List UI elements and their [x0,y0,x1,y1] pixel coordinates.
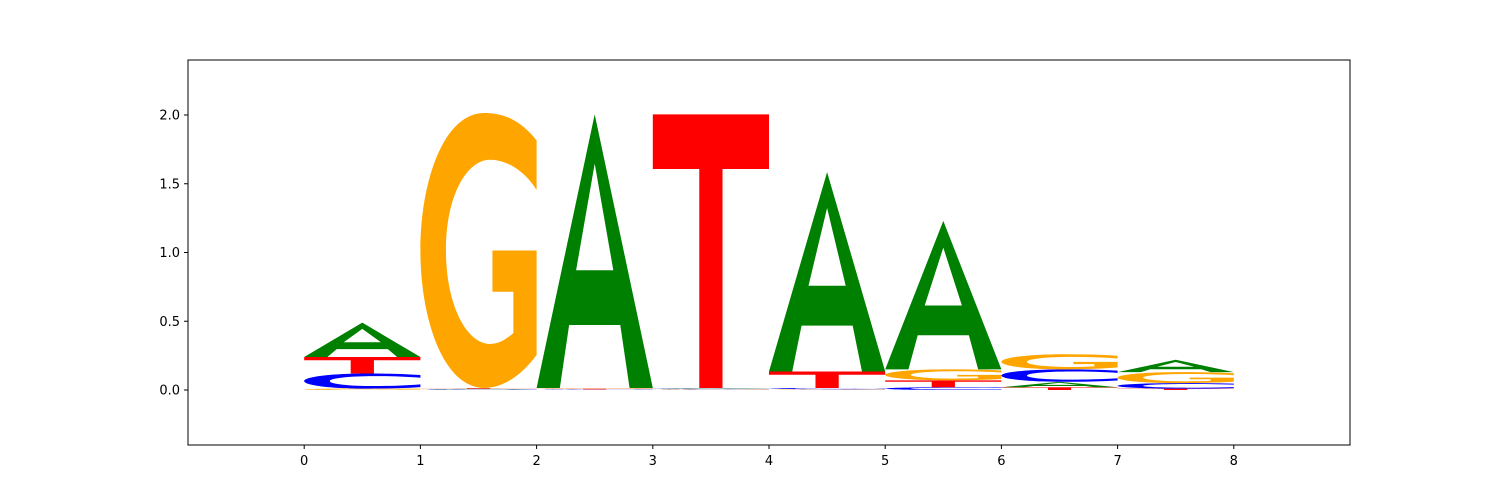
x-tick-label: 3 [649,454,657,469]
y-tick-label: 1.0 [159,246,180,261]
logo-letter-g-guanine [769,389,886,390]
logo-letter-g-guanine [536,387,653,389]
logo-letter-a-adenine [769,172,886,372]
logo-letter-a-adenine [420,388,537,390]
logo-letter-c-cytosine [1001,369,1118,382]
y-tick-label: 0.5 [159,315,180,330]
logo-letter-g-guanine [885,369,1002,381]
x-tick-label: 7 [1113,454,1121,469]
logo-letter-t-thymine [769,371,886,388]
logo-letter-g-guanine [1117,372,1234,384]
logo-letter-c-cytosine [885,387,1002,390]
logo-letter-g-guanine [304,388,421,390]
logo-letter-t-thymine [652,114,769,388]
logo-letter-c-cytosine [1117,383,1234,389]
x-tick-label: 0 [300,454,308,469]
y-tick-label: 1.5 [159,177,180,192]
logo-letter-c-cytosine [652,388,769,390]
x-tick-label: 8 [1230,454,1238,469]
logo-letter-g-guanine [1001,354,1118,370]
logo-letter-g-guanine [652,389,769,390]
logo-letter-a-adenine [1117,359,1234,373]
x-tick-label: 5 [881,454,889,469]
y-tick-label: 2.0 [159,109,180,124]
logo-letter-a-adenine [885,220,1002,370]
logo-stacks [304,112,1234,390]
y-tick-label: 0.0 [159,384,180,399]
logo-letter-t-thymine [1001,387,1118,390]
logo-letter-t-thymine [1117,388,1234,390]
logo-letter-t-thymine [536,388,653,390]
logo-letter-t-thymine [885,380,1002,388]
logo-letter-c-cytosine [536,389,653,390]
logo-letter-a-adenine [536,114,653,388]
logo-letter-c-cytosine [420,389,537,390]
x-tick-label: 6 [997,454,1005,469]
logo-letter-t-thymine [304,357,421,374]
logo-letter-a-adenine [1001,381,1118,388]
logo-letter-c-cytosine [769,387,886,390]
x-tick-label: 1 [416,454,424,469]
x-tick-label: 2 [532,454,540,469]
logo-letter-t-thymine [420,387,537,389]
axis-ticks: 0 1 2 3 4 5 6 7 8 0.0 0.5 1.0 1.5 2.0 [159,109,1238,470]
x-tick-label: 4 [765,454,773,469]
logo-letter-g-guanine [420,112,537,388]
logo-letter-c-cytosine [304,373,421,389]
logo-letter-a-adenine [304,322,421,357]
logo-letter-a-adenine [652,387,769,389]
